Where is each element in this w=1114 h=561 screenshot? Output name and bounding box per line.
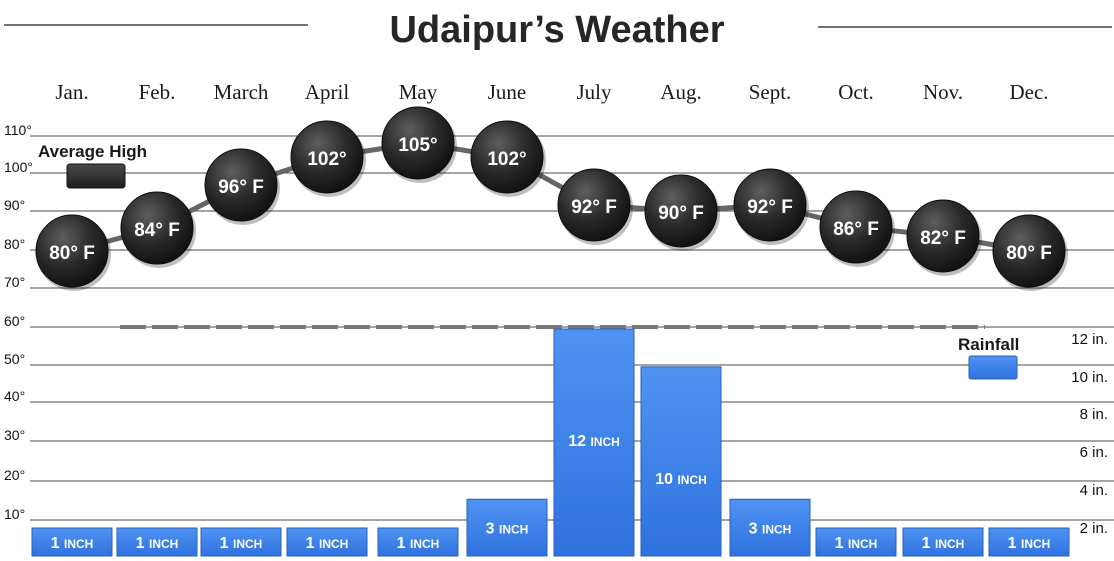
month-label: July	[576, 80, 612, 104]
left-tick-label: 90°	[4, 197, 25, 213]
left-tick-label: 20°	[4, 467, 25, 483]
left-tick-label: 40°	[4, 388, 25, 404]
legend-rainfall-swatch	[968, 355, 1018, 380]
temperature-marker: 80° F	[992, 214, 1068, 291]
rainfall-bar	[116, 527, 198, 557]
left-tick-label: 30°	[4, 427, 25, 443]
temperature-marker: 92° F	[733, 168, 809, 245]
rainfall-bar-label: 3 INCH	[486, 520, 529, 537]
rainfall-bar-label: 12 INCH	[568, 433, 620, 450]
right-tick-label: 6 in.	[1080, 444, 1108, 461]
rainfall-bar	[200, 527, 282, 557]
rainfall-bars: 1 INCH 1 INCH 1 INCH 1 INCH 1 INCH 3 INCH 12 I…	[31, 328, 1070, 557]
rainfall-bar	[902, 527, 984, 557]
legend-rainfall: Rainfall	[958, 335, 1019, 380]
month-label: Dec.	[1009, 80, 1048, 104]
month-label: Nov.	[923, 80, 963, 104]
chart-title: Udaipur’s Weather	[389, 9, 724, 51]
rainfall-bar-label: 3 INCH	[749, 520, 792, 537]
legend-average-high: Average High	[38, 142, 147, 189]
month-label: Aug.	[660, 80, 701, 104]
legend-rainfall-label: Rainfall	[958, 335, 1019, 354]
month-label: Sept.	[749, 80, 792, 104]
temperature-marker: 84° F	[120, 191, 196, 268]
month-labels: Jan. Feb. March April May June July Aug. Sept. Oc…	[55, 80, 1048, 104]
left-tick-label: 70°	[4, 274, 25, 290]
left-tick-label: 60°	[4, 313, 25, 329]
rainfall-bar-label: 1 INCH	[835, 535, 878, 552]
month-label: May	[399, 80, 438, 104]
temperature-label: 82° F	[920, 228, 966, 249]
temperature-marker: 96° F	[204, 148, 280, 225]
right-axis: 2 in. 4 in. 6 in. 8 in. 10 in. 12 in.	[1071, 331, 1108, 537]
temperature-label: 84° F	[134, 220, 180, 241]
month-label: March	[214, 80, 269, 104]
temperature-marker: 92° F	[557, 168, 633, 245]
month-label: Oct.	[838, 80, 874, 104]
left-tick-label: 110°	[4, 122, 32, 138]
temperature-marker: 86° F	[819, 190, 895, 267]
month-label: April	[305, 80, 349, 104]
rainfall-bar	[988, 527, 1070, 557]
left-axis: 10° 20° 30° 40° 50° 60° 70° 80° 90° 100° 110°	[4, 122, 33, 522]
temperature-label: 92° F	[571, 197, 617, 218]
temperature-label: 90° F	[658, 203, 704, 224]
rainfall-bar	[553, 328, 635, 557]
temperature-label: 86° F	[833, 219, 879, 240]
temperature-label: 92° F	[747, 197, 793, 218]
temperature-marker: 82° F	[906, 199, 982, 276]
rainfall-bar-label: 1 INCH	[1008, 535, 1051, 552]
left-tick-label: 50°	[4, 351, 25, 367]
rainfall-bar	[466, 498, 548, 557]
temperature-marker: 102°	[470, 120, 546, 197]
rainfall-bar	[377, 527, 459, 557]
temperature-markers: 80° F 84° F 96° F 102° 105° 102° 92° F 90° F 92°…	[35, 106, 1068, 291]
temperature-marker: 80° F	[35, 214, 111, 291]
rainfall-bar-label: 1 INCH	[306, 535, 349, 552]
temperature-label: 105°	[398, 135, 437, 156]
rainfall-bar-label: 1 INCH	[397, 535, 440, 552]
month-label: Jan.	[55, 80, 88, 104]
temperature-label: 96° F	[218, 177, 264, 198]
right-tick-label: 8 in.	[1080, 406, 1108, 423]
temperature-marker: 102°	[290, 120, 366, 197]
rainfall-bar	[640, 366, 722, 557]
month-label: June	[488, 80, 527, 104]
temperature-label: 102°	[307, 149, 346, 170]
right-tick-label: 4 in.	[1080, 482, 1108, 499]
rainfall-bar-label: 10 INCH	[655, 471, 707, 488]
month-label: Feb.	[139, 80, 176, 104]
rainfall-bar	[815, 527, 897, 557]
temperature-label: 102°	[487, 149, 526, 170]
temperature-label: 80° F	[49, 243, 95, 264]
left-tick-label: 100°	[4, 159, 33, 175]
right-tick-label: 10 in.	[1071, 369, 1108, 386]
temperature-marker: 90° F	[644, 174, 720, 251]
rainfall-bar-label: 1 INCH	[51, 535, 94, 552]
left-tick-label: 10°	[4, 506, 25, 522]
rainfall-bar	[286, 527, 368, 557]
right-tick-label: 12 in.	[1071, 331, 1108, 348]
temperature-label: 80° F	[1006, 243, 1052, 264]
left-tick-label: 80°	[4, 236, 25, 252]
right-tick-label: 2 in.	[1080, 520, 1108, 537]
rainfall-bar-label: 1 INCH	[922, 535, 965, 552]
rainfall-bar	[31, 527, 113, 557]
rainfall-bar-label: 1 INCH	[136, 535, 179, 552]
legend-average-high-swatch	[66, 163, 126, 189]
legend-average-high-label: Average High	[38, 142, 147, 161]
rainfall-bar-label: 1 INCH	[220, 535, 263, 552]
temperature-marker: 105°	[381, 106, 457, 183]
rainfall-bar	[729, 498, 811, 557]
